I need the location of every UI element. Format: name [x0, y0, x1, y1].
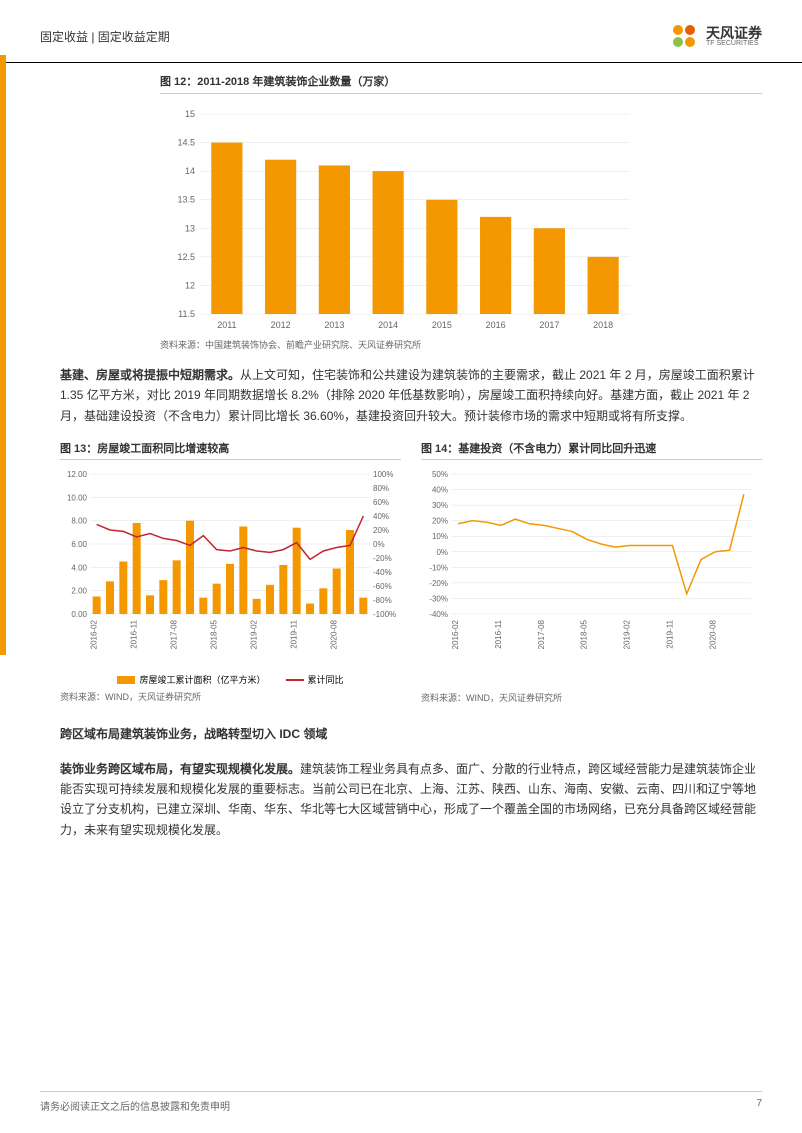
legend-bar-item: 房屋竣工累计面积（亿平方米） — [117, 673, 265, 686]
svg-text:2016: 2016 — [486, 320, 506, 330]
svg-text:4.00: 4.00 — [71, 564, 87, 573]
svg-text:2018-05: 2018-05 — [580, 620, 589, 650]
flower-icon — [668, 20, 700, 52]
svg-text:60%: 60% — [373, 498, 389, 507]
svg-text:80%: 80% — [373, 484, 389, 493]
svg-text:14: 14 — [185, 166, 195, 176]
svg-text:2011: 2011 — [217, 320, 236, 330]
svg-text:8.00: 8.00 — [71, 517, 87, 526]
figure-row: 图 13：房屋竣工面积同比增速较高 0.00 2.00 4.00 6.00 8.00 10… — [60, 440, 762, 704]
svg-text:-30%: -30% — [429, 595, 448, 604]
svg-text:40%: 40% — [432, 486, 448, 495]
svg-text:12: 12 — [185, 280, 195, 290]
svg-text:50%: 50% — [432, 470, 448, 479]
svg-text:2020-08: 2020-08 — [330, 620, 339, 650]
svg-text:2017-08: 2017-08 — [170, 620, 179, 650]
company-logo: 天风证券 TF SECURITIES — [668, 20, 762, 52]
fig12-chart: 11.5 12 12.5 13 13.5 14 14.5 15 2011 2012 2013 2014… — [160, 93, 762, 334]
paragraph-2: 装饰业务跨区域布局，有望实现规模化发展。建筑装饰工程业务具有点多、面广、分散的行… — [60, 759, 762, 841]
svg-text:2017: 2017 — [539, 320, 559, 330]
svg-text:-60%: -60% — [373, 582, 392, 591]
para2-bold: 装饰业务跨区域布局，有望实现规模化发展。 — [60, 762, 300, 776]
svg-text:-20%: -20% — [429, 579, 448, 588]
fig14-chart: -40% -30% -20% -10% 0% 10% 20% 30% 40% 50% 2016-02… — [421, 464, 761, 664]
svg-text:2018: 2018 — [593, 320, 613, 330]
swatch-line — [286, 679, 304, 681]
svg-text:-10%: -10% — [429, 564, 448, 573]
svg-text:2012: 2012 — [271, 320, 291, 330]
svg-text:2016-11: 2016-11 — [494, 620, 503, 649]
svg-text:2020-08: 2020-08 — [708, 620, 717, 650]
svg-text:2016-02: 2016-02 — [90, 620, 99, 650]
svg-text:0.00: 0.00 — [71, 610, 87, 619]
figure-12: 图 12：2011-2018 年建筑装饰企业数量（万家） 11.51212.51… — [160, 73, 762, 351]
svg-text:14.5: 14.5 — [177, 138, 195, 148]
svg-text:0%: 0% — [436, 548, 448, 557]
svg-text:2019-02: 2019-02 — [250, 620, 259, 650]
page-content: 图 12：2011-2018 年建筑装饰企业数量（万家） 11.51212.51… — [0, 63, 802, 934]
fig14-source: 资料来源：WIND，天风证券研究所 — [421, 691, 762, 704]
svg-text:20%: 20% — [432, 517, 448, 526]
heading-2: 跨区域布局建筑装饰业务，战略转型切入 IDC 领域 — [60, 724, 762, 744]
svg-text:13.5: 13.5 — [177, 195, 195, 205]
fig13-legend: 房屋竣工累计面积（亿平方米） 累计同比 — [60, 673, 401, 686]
page-footer: 请务必阅读正文之后的信息披露和免责申明 7 — [40, 1091, 762, 1113]
page-header: 固定收益 | 固定收益定期 天风证券 TF SECURITIES — [0, 0, 802, 63]
svg-text:12.5: 12.5 — [177, 252, 195, 262]
svg-text:-100%: -100% — [373, 610, 396, 619]
svg-text:10.00: 10.00 — [67, 494, 88, 503]
svg-text:11.5: 11.5 — [178, 309, 195, 319]
svg-text:15: 15 — [185, 109, 195, 119]
svg-text:-40%: -40% — [373, 568, 392, 577]
fig13-source: 资料来源：WIND，天风证券研究所 — [60, 690, 401, 703]
svg-text:12.00: 12.00 — [67, 470, 88, 479]
fig12-source: 资料来源：中国建筑装饰协会、前瞻产业研究院、天风证券研究所 — [160, 338, 762, 351]
fig12-title: 图 12：2011-2018 年建筑装饰企业数量（万家） — [160, 73, 762, 89]
svg-text:2014: 2014 — [378, 320, 398, 330]
footer-disclaimer: 请务必阅读正文之后的信息披露和免责申明 — [40, 1098, 230, 1113]
svg-text:2013: 2013 — [324, 320, 344, 330]
header-category: 固定收益 | 固定收益定期 — [40, 28, 170, 45]
svg-text:40%: 40% — [373, 512, 389, 521]
svg-text:30%: 30% — [432, 501, 448, 510]
svg-text:-80%: -80% — [373, 596, 392, 605]
svg-text:10%: 10% — [432, 532, 448, 541]
svg-text:2019-02: 2019-02 — [623, 620, 632, 650]
svg-text:2019-11: 2019-11 — [665, 620, 674, 649]
paragraph-1: 基建、房屋或将提振中短期需求。从上文可知，住宅装饰和公共建设为建筑装饰的主要需求… — [60, 365, 762, 426]
svg-text:2017-08: 2017-08 — [537, 620, 546, 650]
svg-text:100%: 100% — [373, 470, 393, 479]
svg-text:2015: 2015 — [432, 320, 452, 330]
legend-line-item: 累计同比 — [286, 673, 344, 686]
svg-text:20%: 20% — [373, 526, 389, 535]
swatch-bar — [117, 676, 135, 684]
svg-text:-40%: -40% — [429, 610, 448, 619]
svg-text:2016-02: 2016-02 — [451, 620, 460, 650]
para1-bold: 基建、房屋或将提振中短期需求。 — [60, 368, 240, 382]
svg-text:2018-05: 2018-05 — [210, 620, 219, 650]
fig13-chart: 0.00 2.00 4.00 6.00 8.00 10.00 12.00 -100% -80% -… — [60, 464, 400, 664]
fig14-title: 图 14：基建投资（不含电力）累计同比回升迅速 — [421, 440, 762, 460]
logo-text-cn: 天风证券 — [706, 26, 762, 40]
legend-line-label: 累计同比 — [308, 673, 344, 686]
svg-text:2019-11: 2019-11 — [290, 620, 299, 649]
svg-text:13: 13 — [185, 223, 195, 233]
svg-text:0%: 0% — [373, 540, 385, 549]
svg-text:6.00: 6.00 — [71, 540, 87, 549]
logo-text-en: TF SECURITIES — [706, 40, 762, 47]
footer-page-number: 7 — [756, 1098, 762, 1113]
figure-13: 图 13：房屋竣工面积同比增速较高 0.00 2.00 4.00 6.00 8.00 10… — [60, 440, 401, 704]
svg-text:-20%: -20% — [373, 554, 392, 563]
fig13-title: 图 13：房屋竣工面积同比增速较高 — [60, 440, 401, 460]
side-accent-bar — [0, 55, 6, 655]
legend-bar-label: 房屋竣工累计面积（亿平方米） — [139, 673, 265, 686]
svg-text:2016-11: 2016-11 — [130, 620, 139, 649]
figure-14: 图 14：基建投资（不含电力）累计同比回升迅速 -40% -30% -20% -10%… — [421, 440, 762, 704]
svg-text:2.00: 2.00 — [71, 587, 87, 596]
